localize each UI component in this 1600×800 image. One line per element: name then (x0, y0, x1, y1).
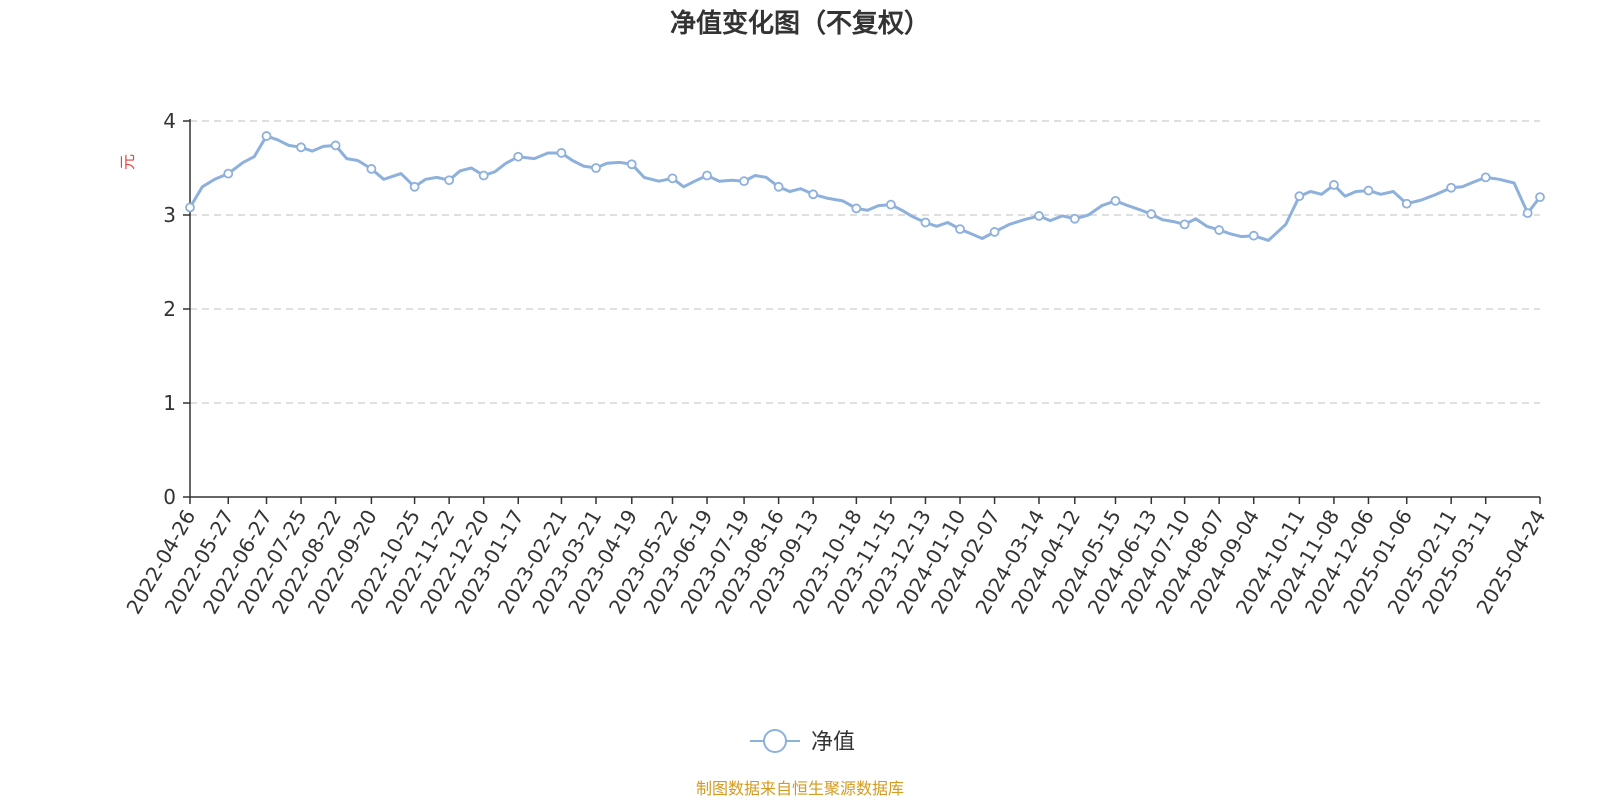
series-point[interactable] (185, 202, 195, 213)
x-tick-labels: 2022-04-262022-05-272022-06-272022-07-25… (121, 505, 1550, 618)
axes (183, 119, 1541, 504)
y-tick-labels: 0 1 2 3 4 (163, 109, 176, 509)
series-point[interactable] (409, 181, 420, 192)
series-point[interactable] (444, 175, 455, 186)
series-point[interactable] (478, 170, 489, 181)
series-point[interactable] (1535, 192, 1545, 203)
series-point[interactable] (1034, 211, 1044, 221)
series-point[interactable] (667, 173, 678, 184)
series-point[interactable] (223, 168, 234, 179)
series-point[interactable] (591, 163, 601, 173)
y-axis-label: 元 (118, 154, 137, 170)
series-point[interactable] (330, 140, 341, 151)
series-point[interactable] (1146, 209, 1157, 219)
series-point[interactable] (886, 199, 896, 210)
series-point[interactable] (1522, 208, 1533, 219)
series-point[interactable] (989, 227, 1000, 237)
series-point[interactable] (1329, 180, 1339, 190)
y-tick-label: 0 (163, 485, 176, 509)
series-point[interactable] (739, 176, 749, 187)
chart-title: 净值变化图（不复权） (670, 8, 930, 39)
series-point[interactable] (920, 217, 931, 228)
legend[interactable]: 净值 (750, 729, 855, 755)
legend-label: 净值 (811, 730, 855, 755)
series-point[interactable] (1401, 198, 1412, 209)
series-net-value (185, 131, 1545, 242)
y-tick-label: 4 (163, 109, 176, 133)
series-point[interactable] (1446, 182, 1457, 193)
series-point[interactable] (702, 170, 712, 181)
series-point[interactable] (556, 148, 567, 158)
series-point[interactable] (1110, 195, 1121, 206)
grid-lines (190, 120, 1540, 404)
series-point[interactable] (808, 189, 819, 200)
series-point[interactable] (1480, 172, 1491, 183)
series-point[interactable] (773, 181, 784, 192)
series-point[interactable] (513, 151, 524, 162)
series-point[interactable] (1294, 191, 1305, 202)
series-point[interactable] (1179, 219, 1190, 230)
series-point[interactable] (1214, 225, 1225, 235)
series-point[interactable] (955, 224, 965, 235)
legend-circle-icon (763, 729, 787, 753)
series-point[interactable] (366, 164, 377, 174)
data-source-note: 制图数据来自恒生聚源数据库 (696, 779, 904, 798)
y-tick-label: 1 (163, 391, 176, 415)
y-tick-label: 2 (163, 297, 176, 321)
series-point[interactable] (1363, 185, 1374, 196)
series-point[interactable] (1248, 230, 1259, 241)
series-point[interactable] (1069, 213, 1080, 224)
series-point[interactable] (296, 142, 306, 153)
series-point[interactable] (261, 131, 272, 141)
series-point[interactable] (626, 159, 637, 170)
series-point[interactable] (851, 203, 862, 214)
y-tick-label: 3 (163, 203, 176, 227)
